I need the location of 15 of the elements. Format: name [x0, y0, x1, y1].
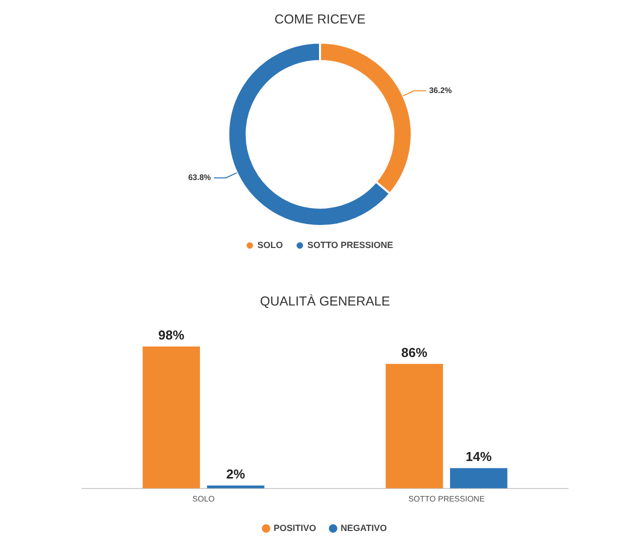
data-label: 2% — [226, 466, 246, 482]
data-label: 86% — [401, 344, 428, 360]
legend-label: NEGATIVO — [340, 522, 387, 533]
data-label: 63.8% — [188, 173, 211, 182]
data-label: 98% — [158, 328, 185, 343]
bar — [450, 468, 508, 488]
legend-label: SOLO — [257, 240, 283, 250]
chart-title: QUALITÀ GENERALE — [260, 293, 390, 308]
chart-title: COME RICEVE — [274, 11, 366, 26]
bar — [386, 364, 443, 488]
legend-label: SOTTO PRESSIONE — [307, 240, 394, 250]
data-label: 36.2% — [429, 86, 452, 95]
bar — [142, 346, 200, 488]
data-label: 14% — [466, 449, 492, 464]
legend-label: POSITIVO — [274, 522, 316, 533]
